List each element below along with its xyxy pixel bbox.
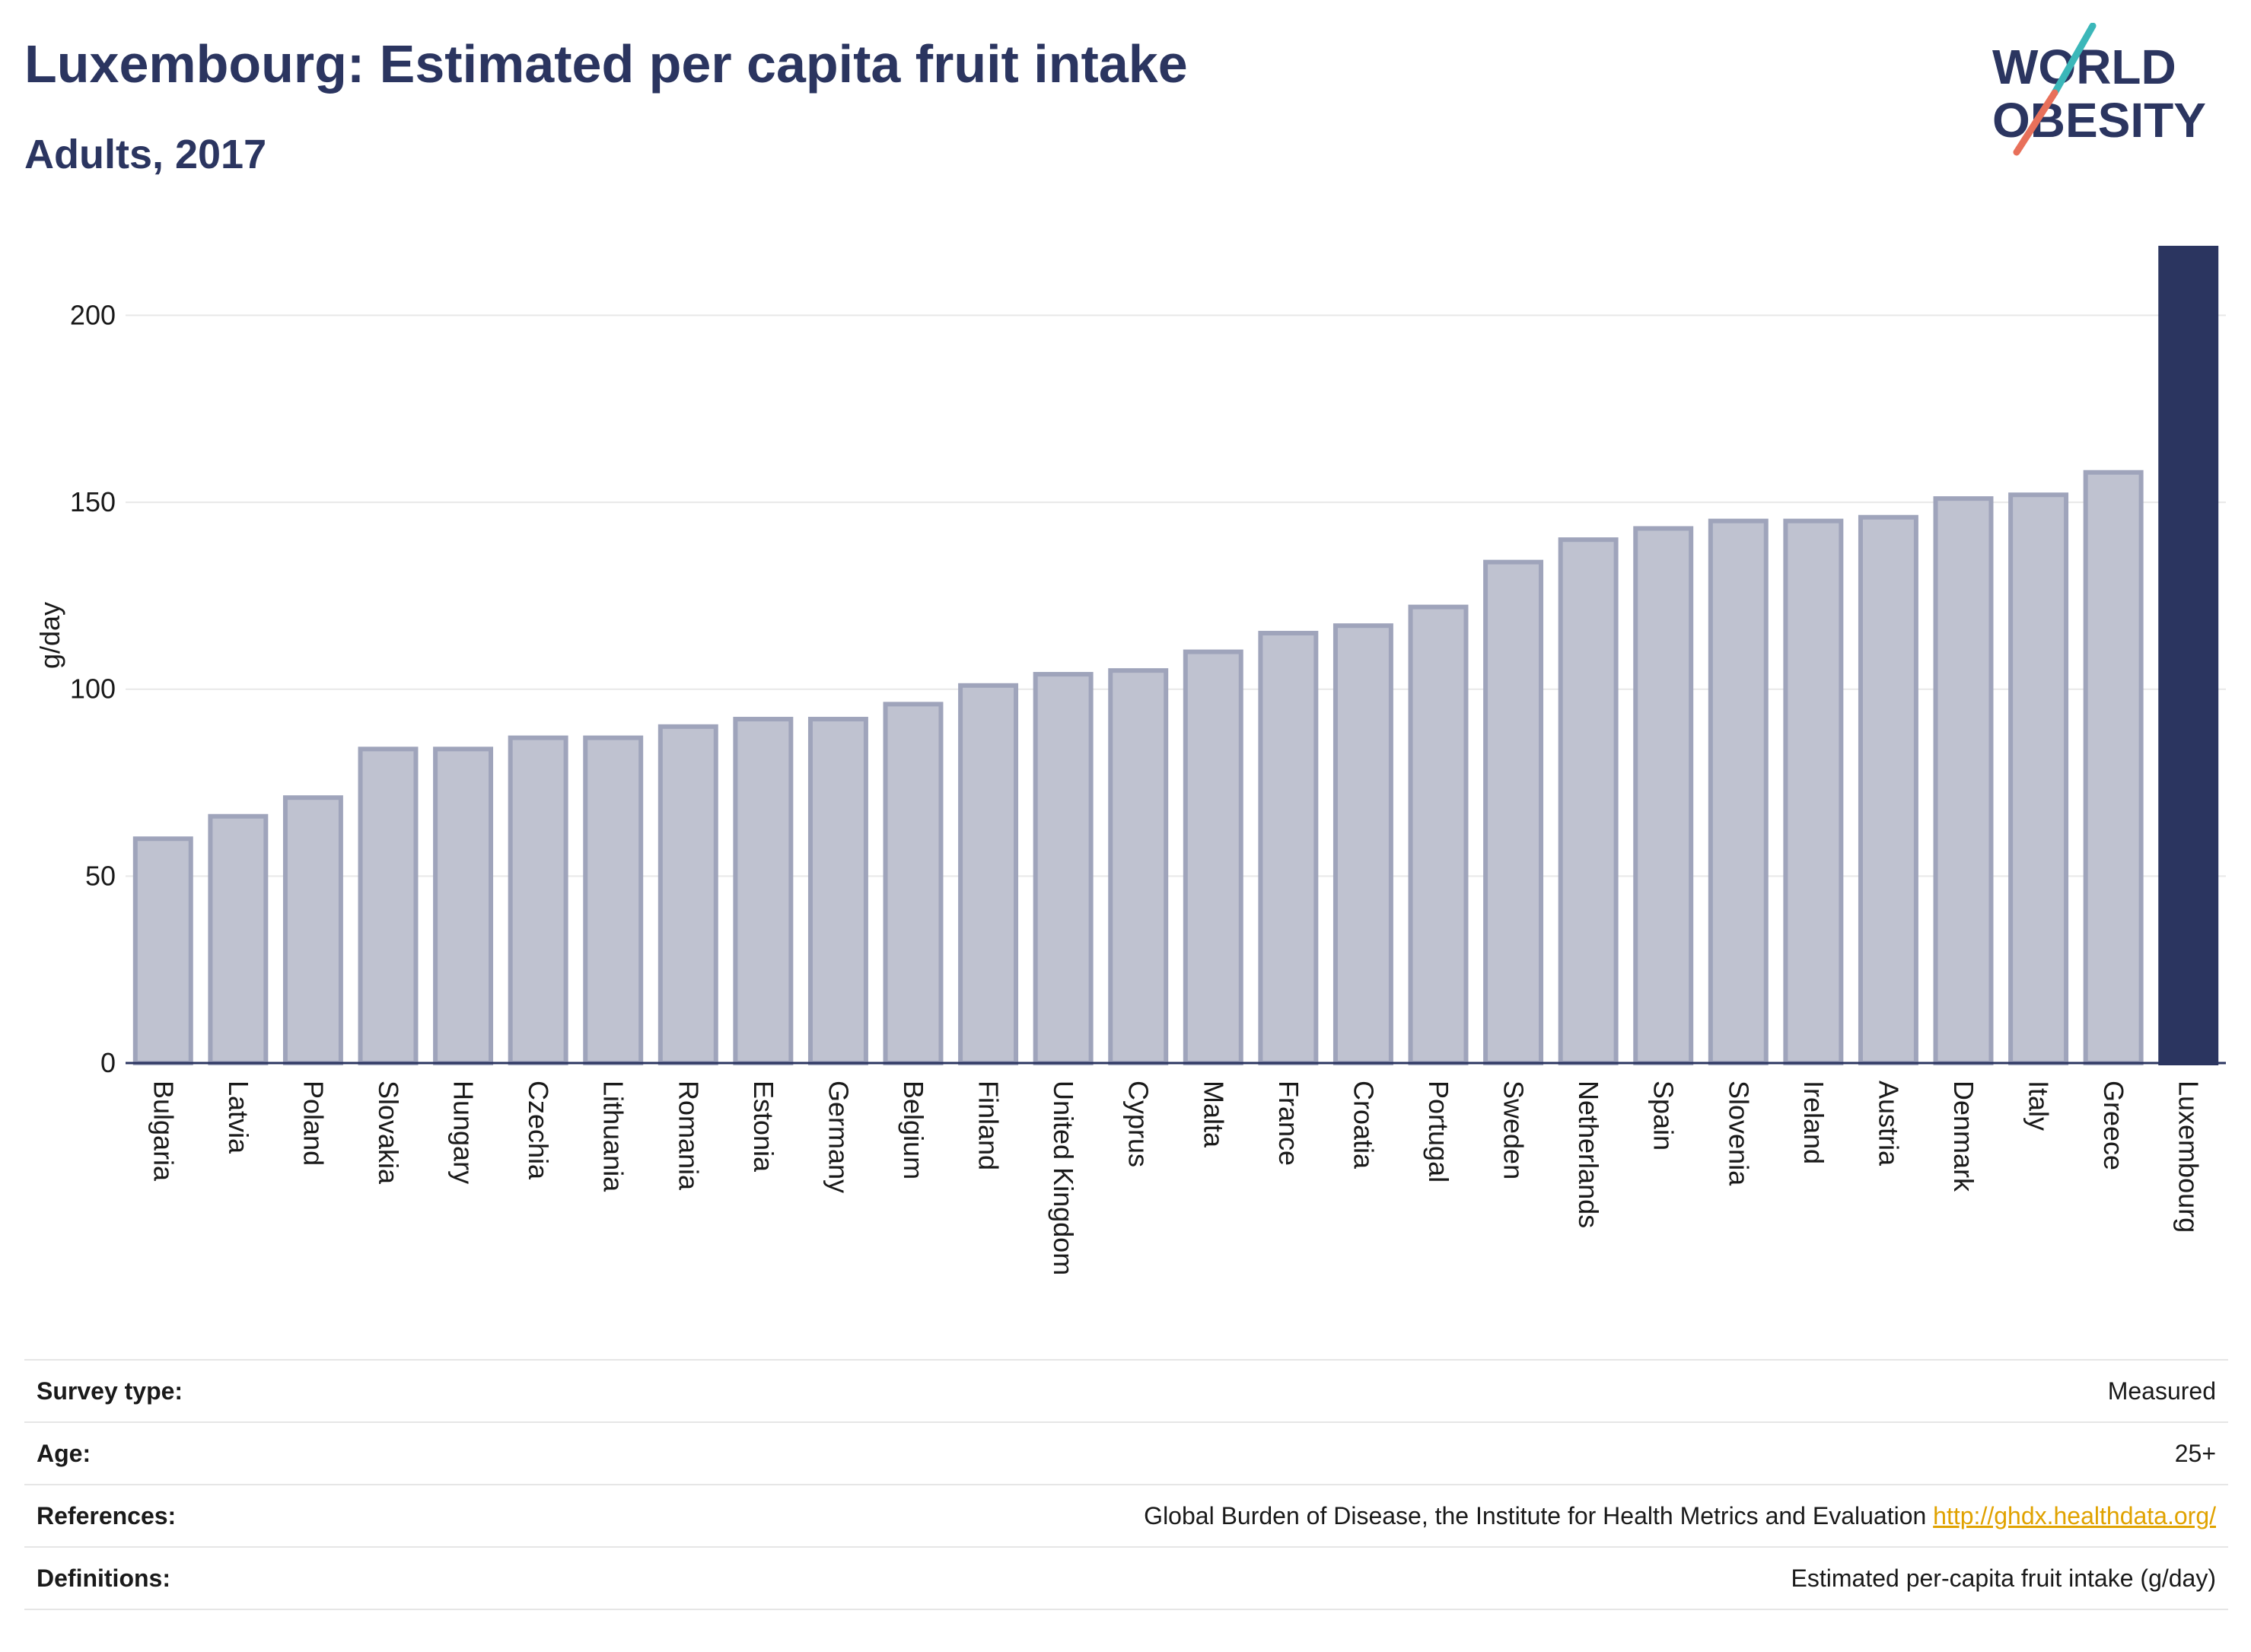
x-tick-label: Hungary [448,1081,479,1184]
bar-ireland [1783,518,1844,1065]
x-tick-label: Italy [2023,1081,2055,1131]
references-link[interactable]: http://ghdx.healthdata.org/ [1933,1501,2216,1529]
x-tick-label: Romania [673,1081,704,1191]
bar-slovenia [1708,518,1769,1065]
x-tick-label: United Kingdom [1048,1081,1079,1275]
definitions-value: Estimated per-capita fruit intake (g/day… [429,1546,2228,1610]
x-tick-label: Portugal [1423,1081,1454,1183]
x-tick-label: Latvia [223,1081,254,1154]
bar-germany [807,717,868,1066]
bar-malta [1183,649,1243,1065]
x-tick-label: Lithuania [598,1081,629,1192]
bar-united-kingdom [1033,672,1094,1065]
x-tick-label: Malta [1198,1081,1229,1148]
x-tick-label: Estonia [748,1081,779,1173]
y-tick-label: 200 [70,299,116,330]
bar-cyprus [1108,668,1169,1065]
bar-romania [657,724,718,1066]
y-tick-labels: 0 50 100 150 200 [70,299,116,1078]
info-row-definitions: Definitions: Estimated per-capita fruit … [24,1546,2228,1610]
age-label: Age: [24,1421,429,1485]
age-value: 25+ [429,1421,2228,1485]
info-row-references: References: Global Burden of Disease, th… [24,1484,2228,1547]
bar-chart: 0 50 100 150 200 Bulgaria Latvia Poland Slovaki… [34,246,2226,1275]
x-tick-label: Denmark [1948,1081,1979,1192]
x-tick-label: Poland [298,1081,329,1166]
y-tick-label: 0 [100,1047,116,1078]
x-tick-labels: Bulgaria Latvia Poland Slovakia Hungary Czech… [148,1081,2204,1275]
info-row-survey-type: Survey type: Measured [24,1359,2228,1422]
x-tick-label: Luxembourg [2173,1081,2205,1233]
bar-france [1258,631,1319,1065]
bar-netherlands [1558,537,1619,1065]
bar-spain [1633,526,1694,1065]
x-tick-label: Germany [823,1081,854,1193]
bar-greece [2083,469,2144,1065]
references-text: Global Burden of Disease, the Institute … [1144,1501,1927,1529]
bar-portugal [1408,604,1469,1065]
x-tick-label: Bulgaria [148,1081,179,1182]
x-tick-label: Slovenia [1723,1081,1754,1186]
y-tick-label: 50 [85,860,116,891]
x-tick-label: Cyprus [1123,1081,1154,1167]
x-tick-label: Ireland [1798,1081,1829,1164]
y-axis-label: g/day [34,602,65,669]
bar-italy [2008,492,2069,1065]
bar-slovakia [358,746,419,1065]
x-tick-label: Spain [1648,1081,1679,1151]
bar-sweden [1483,559,1544,1065]
bar-czechia [508,735,568,1065]
bar-croatia [1332,623,1393,1065]
y-tick-label: 150 [70,486,116,517]
x-tick-label: Czechia [523,1081,554,1180]
references-label: References: [24,1484,429,1547]
chart-title: Luxembourg: Estimated per capita fruit i… [24,34,1188,94]
bar-austria [1858,514,1918,1065]
bar-estonia [733,717,794,1066]
x-tick-label: Finland [973,1081,1005,1170]
bar-latvia [208,813,269,1066]
x-tick-label: Greece [2098,1081,2129,1170]
logo-slash-teal [2051,23,2097,97]
chart-subtitle: Adults, 2017 [24,132,267,177]
bar-hungary [433,746,494,1065]
x-tick-label: France [1273,1081,1304,1166]
bar-lithuania [583,735,644,1065]
bar-poland [282,795,343,1066]
info-row-age: Age: 25+ [24,1421,2228,1485]
x-tick-label: Sweden [1498,1081,1530,1179]
bar-bulgaria [132,836,193,1065]
x-tick-label: Croatia [1348,1081,1379,1170]
logo-slash-coral [2013,89,2058,156]
bar-luxembourg [2158,246,2219,1065]
info-table: Survey type: Measured Age: 25+ Reference… [24,1359,2228,1610]
survey-type-value: Measured [429,1359,2228,1422]
definitions-label: Definitions: [24,1546,429,1610]
x-tick-label: Netherlands [1573,1081,1604,1228]
y-tick-label: 100 [70,673,116,705]
bar-denmark [1933,496,1994,1065]
world-obesity-logo: WORLD OBESITY [1992,23,2206,156]
x-tick-label: Slovakia [373,1081,404,1185]
logo-line1: WORLD [1992,40,2176,94]
survey-type-label: Survey type: [24,1359,429,1422]
bar-finland [958,683,1019,1065]
bars [132,246,2219,1066]
bar-belgium [883,702,944,1065]
x-tick-label: Belgium [898,1081,929,1179]
x-tick-label: Austria [1873,1081,1904,1167]
